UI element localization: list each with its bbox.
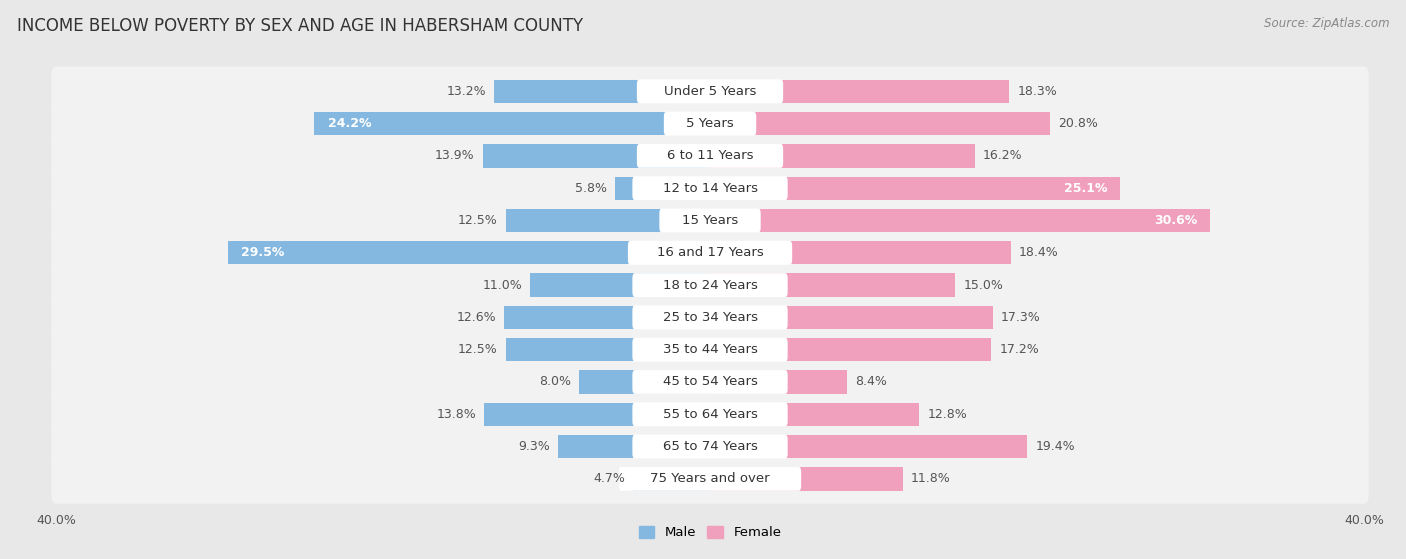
FancyBboxPatch shape (52, 196, 1368, 245)
Text: 18 to 24 Years: 18 to 24 Years (662, 278, 758, 292)
Text: 11.8%: 11.8% (911, 472, 950, 485)
Text: 11.0%: 11.0% (482, 278, 522, 292)
Text: 8.0%: 8.0% (538, 376, 571, 389)
Text: 35 to 44 Years: 35 to 44 Years (662, 343, 758, 356)
Text: 19.4%: 19.4% (1035, 440, 1076, 453)
FancyBboxPatch shape (628, 241, 792, 265)
FancyBboxPatch shape (52, 228, 1368, 278)
FancyBboxPatch shape (633, 305, 787, 329)
FancyBboxPatch shape (52, 454, 1368, 504)
Bar (710, 371, 848, 394)
Bar (579, 371, 710, 394)
Text: Under 5 Years: Under 5 Years (664, 85, 756, 98)
Bar (506, 209, 710, 232)
FancyBboxPatch shape (633, 273, 787, 297)
Bar (710, 144, 974, 168)
Text: 25 to 34 Years: 25 to 34 Years (662, 311, 758, 324)
Text: 6 to 11 Years: 6 to 11 Years (666, 149, 754, 163)
Text: 25.1%: 25.1% (1064, 182, 1107, 195)
Text: 17.3%: 17.3% (1001, 311, 1040, 324)
Text: 16.2%: 16.2% (983, 149, 1022, 163)
FancyBboxPatch shape (52, 292, 1368, 342)
Text: 12 to 14 Years: 12 to 14 Years (662, 182, 758, 195)
Bar (710, 435, 1028, 458)
Bar (710, 80, 1010, 103)
Bar (710, 338, 991, 361)
Text: 5 Years: 5 Years (686, 117, 734, 130)
Text: 75 Years and over: 75 Years and over (650, 472, 770, 485)
FancyBboxPatch shape (52, 131, 1368, 181)
Text: 15.0%: 15.0% (963, 278, 1004, 292)
FancyBboxPatch shape (52, 163, 1368, 213)
FancyBboxPatch shape (52, 325, 1368, 375)
Text: 12.5%: 12.5% (458, 343, 498, 356)
Text: 30.6%: 30.6% (1154, 214, 1197, 227)
Text: 13.9%: 13.9% (434, 149, 475, 163)
Bar (710, 177, 1121, 200)
Bar (558, 435, 710, 458)
Legend: Male, Female: Male, Female (633, 520, 787, 544)
Text: 20.8%: 20.8% (1059, 117, 1098, 130)
Bar (506, 338, 710, 361)
Bar (710, 209, 1211, 232)
Text: 13.2%: 13.2% (447, 85, 486, 98)
Text: 18.3%: 18.3% (1018, 85, 1057, 98)
Text: 9.3%: 9.3% (517, 440, 550, 453)
Text: 5.8%: 5.8% (575, 182, 607, 195)
FancyBboxPatch shape (664, 112, 756, 135)
Text: 15 Years: 15 Years (682, 214, 738, 227)
FancyBboxPatch shape (52, 67, 1368, 116)
FancyBboxPatch shape (52, 260, 1368, 310)
Bar (710, 467, 903, 490)
Text: 65 to 74 Years: 65 to 74 Years (662, 440, 758, 453)
Bar (315, 112, 710, 135)
FancyBboxPatch shape (52, 357, 1368, 407)
Bar (530, 273, 710, 297)
FancyBboxPatch shape (619, 467, 801, 491)
Text: 12.6%: 12.6% (457, 311, 496, 324)
Text: 12.8%: 12.8% (928, 408, 967, 421)
Bar (710, 112, 1050, 135)
FancyBboxPatch shape (659, 209, 761, 233)
Text: 16 and 17 Years: 16 and 17 Years (657, 247, 763, 259)
FancyBboxPatch shape (637, 144, 783, 168)
Text: 4.7%: 4.7% (593, 472, 626, 485)
Text: 17.2%: 17.2% (1000, 343, 1039, 356)
Text: 55 to 64 Years: 55 to 64 Years (662, 408, 758, 421)
Bar (505, 306, 710, 329)
Text: 8.4%: 8.4% (855, 376, 887, 389)
FancyBboxPatch shape (637, 79, 783, 103)
Bar (228, 241, 710, 264)
Text: 12.5%: 12.5% (458, 214, 498, 227)
Bar (710, 402, 920, 426)
FancyBboxPatch shape (52, 99, 1368, 149)
Text: 29.5%: 29.5% (240, 247, 284, 259)
Bar (616, 177, 710, 200)
FancyBboxPatch shape (633, 338, 787, 362)
Text: 24.2%: 24.2% (328, 117, 371, 130)
Bar (710, 273, 955, 297)
Text: 13.8%: 13.8% (436, 408, 477, 421)
FancyBboxPatch shape (633, 370, 787, 394)
Bar (482, 144, 710, 168)
FancyBboxPatch shape (633, 402, 787, 426)
Bar (710, 306, 993, 329)
Bar (495, 80, 710, 103)
Text: 18.4%: 18.4% (1019, 247, 1059, 259)
FancyBboxPatch shape (52, 390, 1368, 439)
Text: Source: ZipAtlas.com: Source: ZipAtlas.com (1264, 17, 1389, 30)
FancyBboxPatch shape (633, 435, 787, 458)
Bar (710, 241, 1011, 264)
FancyBboxPatch shape (52, 421, 1368, 471)
Bar (485, 402, 710, 426)
Text: 45 to 54 Years: 45 to 54 Years (662, 376, 758, 389)
Bar (633, 467, 710, 490)
FancyBboxPatch shape (633, 176, 787, 200)
Text: INCOME BELOW POVERTY BY SEX AND AGE IN HABERSHAM COUNTY: INCOME BELOW POVERTY BY SEX AND AGE IN H… (17, 17, 583, 35)
